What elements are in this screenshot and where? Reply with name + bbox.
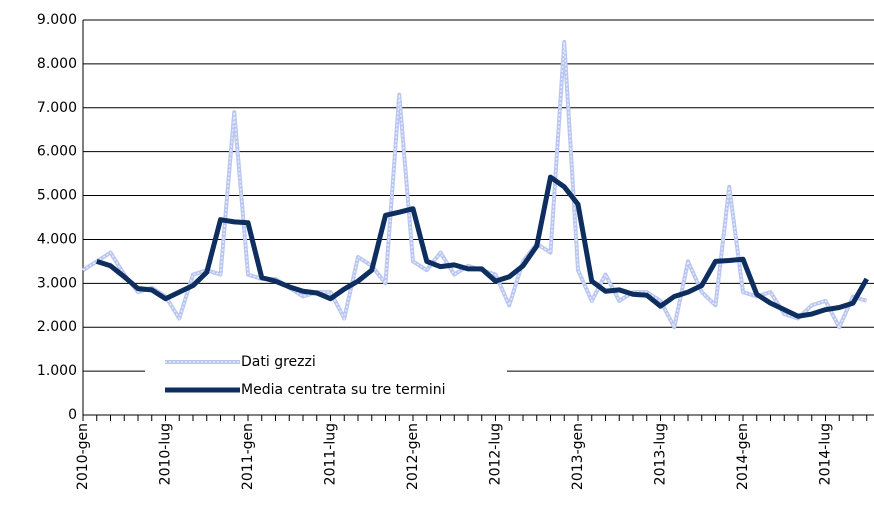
legend-label: Dati grezzi xyxy=(241,354,316,370)
y-tick-label: 2.000 xyxy=(37,319,77,335)
y-tick-label: 9.000 xyxy=(37,12,77,28)
x-tick-label: 2011-gen xyxy=(240,423,256,490)
series-line xyxy=(82,41,867,330)
x-tick-label: 2012-lug xyxy=(488,423,504,485)
x-tick-label: 2014-gen xyxy=(735,423,751,490)
series-line xyxy=(95,174,869,319)
x-tick-label: 2010-gen xyxy=(75,423,91,490)
x-tick-label: 2012-gen xyxy=(405,423,421,490)
y-tick-label: 5.000 xyxy=(37,188,77,204)
y-tick-label: 7.000 xyxy=(37,100,77,116)
x-tick-label: 2011-lug xyxy=(323,423,339,485)
series-line-halo xyxy=(81,39,868,330)
x-tick-label: 2010-lug xyxy=(158,423,174,485)
y-tick-label: 1.000 xyxy=(37,363,77,379)
legend-label: Media centrata su tre termini xyxy=(241,382,446,398)
x-tick-label: 2013-lug xyxy=(653,423,669,485)
y-tick-label: 4.000 xyxy=(37,231,77,247)
x-tick-label: 2014-lug xyxy=(818,423,834,485)
x-tick-label: 2013-gen xyxy=(570,423,586,490)
y-tick-label: 8.000 xyxy=(37,56,77,72)
y-tick-label: 3.000 xyxy=(37,275,77,291)
legend-box xyxy=(145,349,507,403)
y-tick-label: 6.000 xyxy=(37,144,77,160)
y-tick-label: 0 xyxy=(68,407,77,423)
